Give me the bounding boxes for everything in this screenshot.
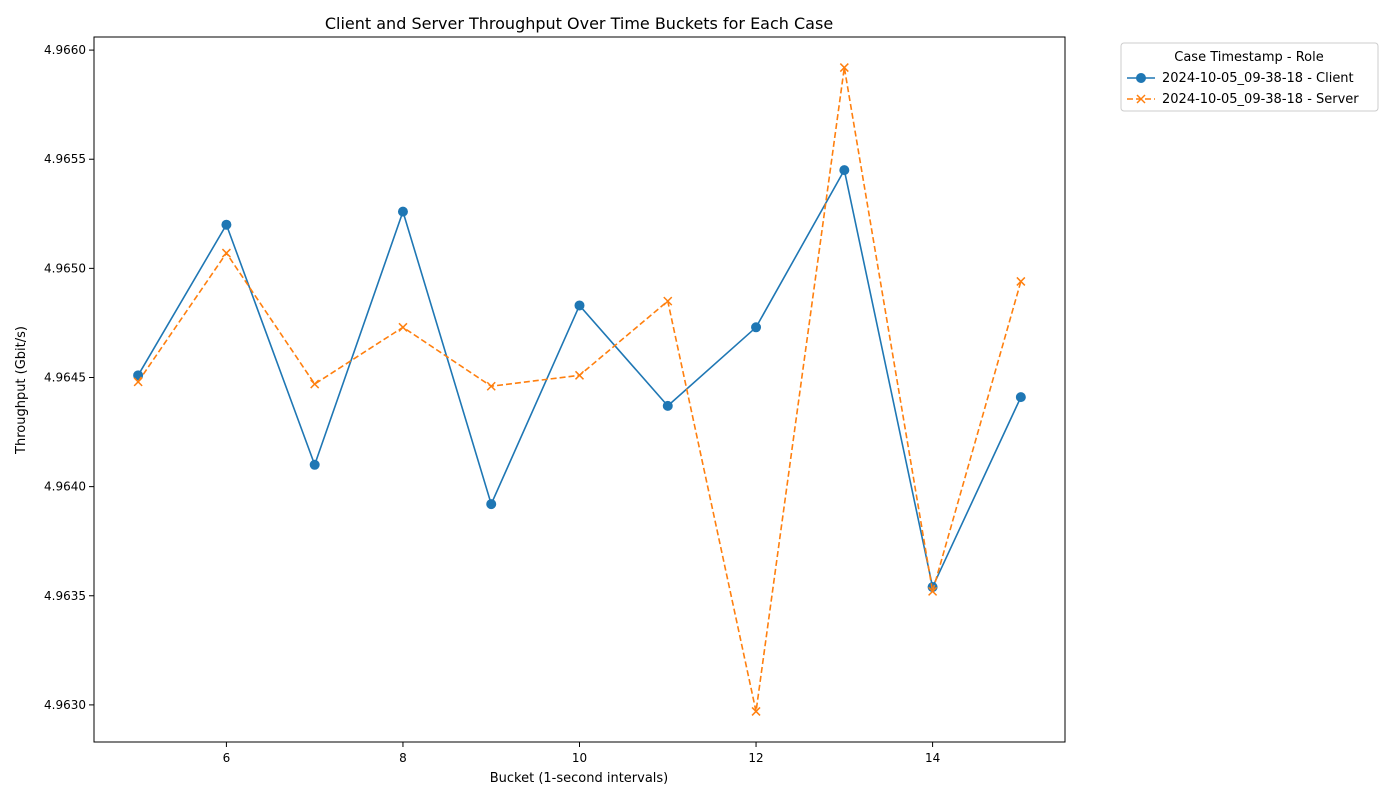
legend-title: Case Timestamp - Role xyxy=(1174,50,1323,65)
data-point xyxy=(398,322,408,332)
data-point xyxy=(839,165,850,176)
legend-box xyxy=(1120,42,1379,112)
x-tick-label: 6 xyxy=(223,751,231,765)
x-tick-label: 14 xyxy=(925,751,940,765)
data-point xyxy=(486,381,496,391)
x-tick-label: 12 xyxy=(748,751,763,765)
data-point xyxy=(310,379,320,389)
data-point xyxy=(663,296,673,306)
data-point xyxy=(133,377,143,387)
data-point xyxy=(221,248,231,258)
data-point xyxy=(662,400,673,411)
data-point xyxy=(928,586,938,596)
data-point xyxy=(309,459,320,470)
legend-marker xyxy=(1136,73,1146,83)
legend-label: 2024-10-05_09-38-18 - Server xyxy=(1162,92,1359,107)
x-tick-label: 10 xyxy=(572,751,587,765)
series-line xyxy=(137,167,1022,590)
y-axis-label: Throughput (Gbit/s) xyxy=(14,326,29,455)
y-axis: 4.9630 4.9635 4.9640 4.9645 4.9650 4.9655 4.96… xyxy=(44,43,94,712)
y-tick-label: 4.9635 xyxy=(44,589,86,603)
plot-frame xyxy=(93,36,1066,743)
data-point xyxy=(221,219,232,230)
x-axis: 6 8 10 12 14 xyxy=(223,742,940,765)
data-point xyxy=(751,706,761,716)
chart-title: Client and Server Throughput Over Time B… xyxy=(325,14,833,33)
y-tick-label: 4.9650 xyxy=(44,261,86,275)
y-tick-label: 4.9630 xyxy=(44,698,86,712)
data-point xyxy=(574,300,585,311)
legend-marker xyxy=(1136,94,1146,104)
legend: Case Timestamp - Role 2024-10-05_09-38-1… xyxy=(1120,42,1379,112)
x-tick-label: 8 xyxy=(399,751,407,765)
x-axis-label: Bucket (1-second intervals) xyxy=(490,771,669,786)
y-tick-label: 4.9655 xyxy=(44,152,86,166)
y-tick-label: 4.9640 xyxy=(44,480,86,494)
data-point xyxy=(574,370,585,380)
series-line xyxy=(137,67,1022,712)
y-tick-label: 4.9645 xyxy=(44,370,86,384)
legend-item: 2024-10-05_09-38-18 - Client xyxy=(1127,71,1354,86)
series-layer xyxy=(133,63,1026,716)
data-point xyxy=(1016,276,1026,286)
legend-label: 2024-10-05_09-38-18 - Client xyxy=(1162,71,1354,86)
series-server xyxy=(133,63,1026,716)
data-point xyxy=(397,206,408,217)
data-point xyxy=(486,499,497,510)
data-point xyxy=(839,63,849,73)
data-point xyxy=(1015,392,1026,403)
y-tick-label: 4.9660 xyxy=(44,43,86,57)
series-client xyxy=(133,165,1026,593)
data-point xyxy=(751,322,762,333)
legend-item: 2024-10-05_09-38-18 - Server xyxy=(1127,92,1359,107)
